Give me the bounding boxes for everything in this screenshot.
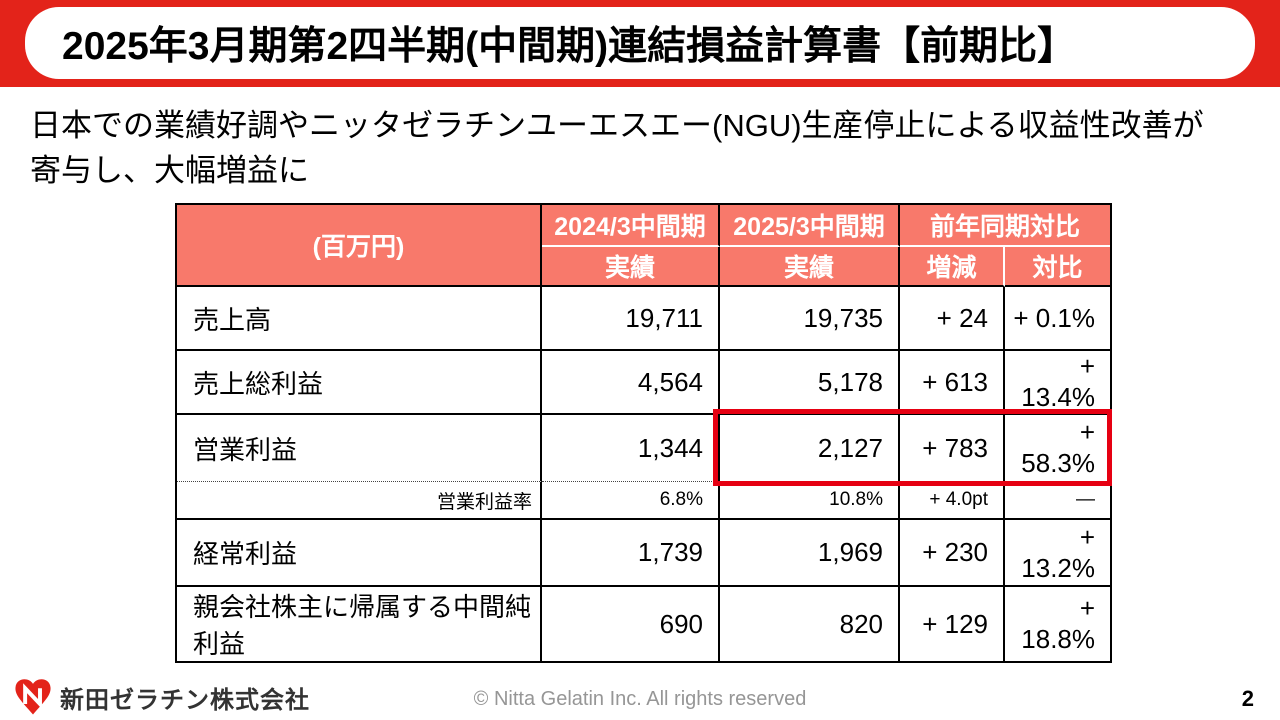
- table-row-ordinary-income: 経常利益 1,739 1,969 + 230 + 13.2%: [177, 520, 1111, 587]
- nitta-logo-icon: [15, 679, 51, 715]
- cell-change: + 4.0pt: [900, 482, 1005, 520]
- cell-change: + 613: [900, 351, 1005, 415]
- cell-ratio: + 18.8%: [1005, 587, 1111, 661]
- row-label: 売上総利益: [177, 351, 542, 415]
- row-label: 親会社株主に帰属する中間純利益: [177, 587, 542, 661]
- table-row-operating-margin: 営業利益率 6.8% 10.8% + 4.0pt —: [177, 482, 1111, 520]
- cell-fy2025: 10.8%: [720, 482, 900, 520]
- header-col-comparison: 前年同期対比: [900, 205, 1111, 247]
- row-label: 売上高: [177, 287, 542, 351]
- lead-line-2: 寄与し、大幅増益に: [30, 153, 309, 188]
- header-col-2024: 2024/3中間期: [542, 205, 720, 247]
- row-label: 営業利益: [177, 415, 542, 482]
- cell-ratio: —: [1005, 482, 1111, 520]
- cell-change: + 230: [900, 520, 1005, 587]
- row-label: 経常利益: [177, 520, 542, 587]
- top-red-band: 2025年3月期第2四半期(中間期)連結損益計算書【前期比】: [0, 0, 1280, 87]
- company-name: 新田ゼラチン株式会社: [60, 686, 310, 714]
- page-title: 2025年3月期第2四半期(中間期)連結損益計算書【前期比】: [62, 25, 1077, 68]
- cell-fy2025: 1,969: [720, 520, 900, 587]
- cell-fy2025: 5,178: [720, 351, 900, 415]
- header-unit-label: (百万円): [177, 205, 542, 287]
- cell-change: + 24: [900, 287, 1005, 351]
- table-header-row-2: 実績 実績 増減 対比: [177, 247, 1111, 287]
- pl-table-wrap: (百万円) 2024/3中間期 2025/3中間期 前年同期対比 実績 実績 増…: [175, 203, 1118, 663]
- copyright-text: © Nitta Gelatin Inc. All rights reserved: [473, 688, 807, 710]
- cell-change-highlighted: + 783: [900, 415, 1005, 482]
- cell-fy2024: 19,711: [542, 287, 720, 351]
- table-row-operating-income: 営業利益 1,344 2,127 + 783 + 58.3%: [177, 415, 1111, 482]
- cell-ratio: + 13.2%: [1005, 520, 1111, 587]
- subheader-actual-2025: 実績: [720, 247, 900, 287]
- cell-change: + 129: [900, 587, 1005, 661]
- cell-fy2025: 19,735: [720, 287, 900, 351]
- subheader-actual-2024: 実績: [542, 247, 720, 287]
- table-row-net-sales: 売上高 19,711 19,735 + 24 + 0.1%: [177, 287, 1111, 351]
- table-row-net-income: 親会社株主に帰属する中間純利益 690 820 + 129 + 18.8%: [177, 587, 1111, 661]
- table-row-gross-profit: 売上総利益 4,564 5,178 + 613 + 13.4%: [177, 351, 1111, 415]
- cell-fy2024: 1,739: [542, 520, 720, 587]
- cell-fy2025: 820: [720, 587, 900, 661]
- title-plate: 2025年3月期第2四半期(中間期)連結損益計算書【前期比】: [25, 7, 1255, 79]
- row-label: 営業利益率: [177, 482, 542, 520]
- table-header-row-1: (百万円) 2024/3中間期 2025/3中間期 前年同期対比: [177, 205, 1111, 287]
- cell-fy2024: 4,564: [542, 351, 720, 415]
- cell-ratio: + 0.1%: [1005, 287, 1111, 351]
- pl-table: (百万円) 2024/3中間期 2025/3中間期 前年同期対比 実績 実績 増…: [175, 203, 1113, 663]
- header-col-2025: 2025/3中間期: [720, 205, 900, 247]
- company-logo: 新田ゼラチン株式会社: [12, 676, 310, 718]
- cell-fy2024: 1,344: [542, 415, 720, 482]
- subheader-ratio: 対比: [1005, 247, 1111, 287]
- cell-ratio-highlighted: + 58.3%: [1005, 415, 1111, 482]
- lead-text: 日本での業績好調やニッタゼラチンユーエスエー(NGU)生産停止による収益性改善が…: [30, 103, 1204, 193]
- cell-fy2025-highlighted: 2,127: [720, 415, 900, 482]
- page-number: 2: [1241, 686, 1254, 711]
- lead-line-1: 日本での業績好調やニッタゼラチンユーエスエー(NGU)生産停止による収益性改善が: [30, 108, 1204, 143]
- cell-fy2024: 6.8%: [542, 482, 720, 520]
- cell-ratio: + 13.4%: [1005, 351, 1111, 415]
- subheader-change: 増減: [900, 247, 1005, 287]
- cell-fy2024: 690: [542, 587, 720, 661]
